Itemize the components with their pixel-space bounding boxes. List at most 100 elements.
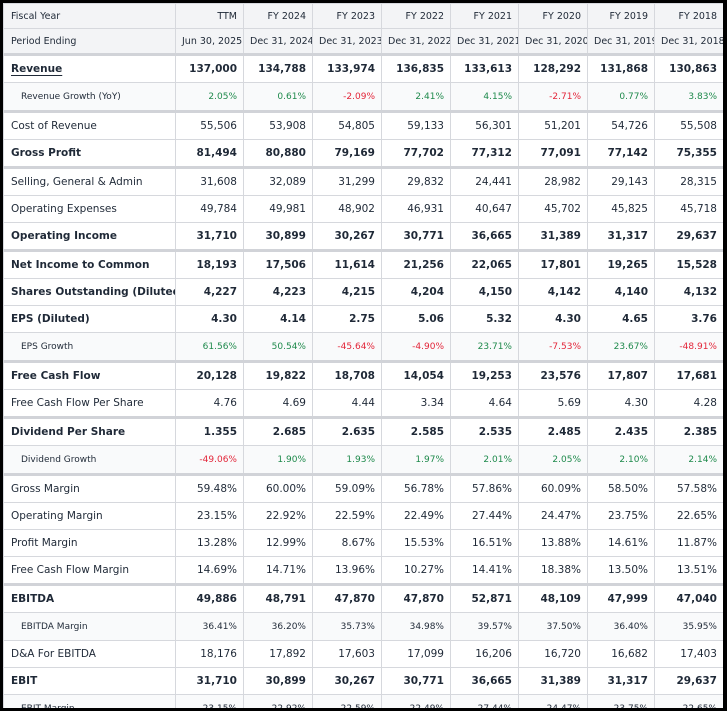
column-header-fiscal-year[interactable]: FY 2018 (654, 3, 723, 29)
table-cell: 23.15% (175, 694, 244, 708)
financials-table-container: Fiscal Year TTM FY 2024 FY 2023 FY 2022 FY 20… (3, 3, 723, 708)
table-cell: 2.41% (381, 82, 451, 112)
table-row: Free Cash Flow Margin 14.69% 14.71% 13.96% 1… (3, 556, 723, 585)
table-cell: 12.99% (243, 529, 313, 557)
table-cell: 4.28 (654, 389, 723, 418)
row-label-text: Revenue Growth (YoY) (21, 91, 121, 102)
column-header-fiscal-year[interactable]: TTM (175, 3, 244, 29)
table-cell: 0.61% (243, 82, 313, 112)
table-cell: 4.44 (312, 389, 382, 418)
table-cell: 48,109 (518, 583, 588, 613)
table-cell: 4.30 (587, 389, 655, 418)
table-cell: 4.30 (518, 305, 588, 333)
column-header-fiscal-year[interactable]: FY 2020 (518, 3, 588, 29)
table-cell: 18,176 (175, 640, 244, 668)
table-cell: -7.53% (518, 332, 588, 362)
table-cell: 35.95% (654, 612, 723, 641)
table-row: Operating Margin 23.15% 22.92% 22.59% 22.49%… (3, 502, 723, 530)
table-cell: 2.05% (175, 82, 244, 112)
row-label: Cost of Revenue (3, 110, 176, 140)
row-label-text: Net Income to Common (11, 259, 150, 271)
row-label-text: D&A For EBITDA (11, 648, 96, 660)
row-label-text: Dividend Growth (21, 454, 97, 465)
table-cell: 39.57% (450, 612, 519, 641)
table-cell: 29,832 (381, 166, 451, 196)
row-label: Dividend Per Share (3, 416, 176, 446)
row-label: Gross Margin (3, 473, 176, 503)
row-label: EBIT (3, 667, 176, 695)
row-label: D&A For EBITDA (3, 640, 176, 668)
table-cell: 53,908 (243, 110, 313, 140)
row-label-link[interactable]: Revenue (11, 63, 63, 75)
row-label-text: EBIT Margin (21, 704, 75, 709)
table-cell: -2.71% (518, 82, 588, 112)
row-label-text: EBITDA Margin (21, 621, 88, 632)
table-cell: -48.91% (654, 332, 723, 362)
table-cell: 17,681 (654, 360, 723, 390)
table-cell: 77,312 (450, 139, 519, 168)
column-header-fiscal-year[interactable]: FY 2021 (450, 3, 519, 29)
table-cell: 23.15% (175, 502, 244, 530)
table-cell: 22.59% (312, 502, 382, 530)
table-row: EPS (Diluted) 4.30 4.14 2.75 5.06 5.32 4.30 4.6… (3, 305, 723, 333)
table-cell: 4.65 (587, 305, 655, 333)
column-header-fiscal-year[interactable]: FY 2019 (587, 3, 655, 29)
table-cell: 3.34 (381, 389, 451, 418)
table-row: Gross Margin 59.48% 60.00% 59.09% 56.78% 57.8… (3, 473, 723, 503)
row-label-text: Operating Income (11, 230, 117, 242)
table-cell: 37.50% (518, 612, 588, 641)
row-label: Net Income to Common (3, 249, 176, 279)
row-label-text: Operating Margin (11, 510, 103, 522)
table-cell: 22.59% (312, 694, 382, 708)
table-cell: 17,807 (587, 360, 655, 390)
table-cell: 14.41% (450, 556, 519, 585)
row-label: Dividend Growth (3, 445, 176, 475)
table-cell: 46,931 (381, 195, 451, 223)
table-cell: 1.90% (243, 445, 313, 475)
table-cell: 13.28% (175, 529, 244, 557)
table-cell: 18.38% (518, 556, 588, 585)
table-row: Net Income to Common 18,193 17,506 11,614 21… (3, 249, 723, 279)
column-header-period-ending: Jun 30, 2025 (175, 28, 244, 56)
row-label[interactable]: Revenue (3, 53, 176, 83)
table-cell: 56.78% (381, 473, 451, 503)
row-label-text: Profit Margin (11, 537, 78, 549)
table-cell: 2.635 (312, 416, 382, 446)
table-cell: 49,981 (243, 195, 313, 223)
table-cell: 28,982 (518, 166, 588, 196)
table-cell: 45,825 (587, 195, 655, 223)
table-cell: 52,871 (450, 583, 519, 613)
row-label-text: EBIT (11, 675, 38, 687)
column-header-period-ending: Dec 31, 2021 (450, 28, 519, 56)
table-row: Selling, General & Admin 31,608 32,089 31,2… (3, 166, 723, 196)
table-cell: 34.98% (381, 612, 451, 641)
row-label-text: Free Cash Flow (11, 370, 101, 382)
table-cell: 30,899 (243, 222, 313, 251)
table-cell: 49,784 (175, 195, 244, 223)
table-cell: 24,441 (450, 166, 519, 196)
table-cell: 81,494 (175, 139, 244, 168)
column-header-fiscal-year[interactable]: FY 2023 (312, 3, 382, 29)
table-cell: 60.09% (518, 473, 588, 503)
column-header-fiscal-year[interactable]: FY 2022 (381, 3, 451, 29)
table-row: EPS Growth 61.56% 50.54% -45.64% -4.90% 23.71… (3, 332, 723, 362)
column-header-fiscal-year[interactable]: FY 2024 (243, 3, 313, 29)
table-cell: 80,880 (243, 139, 313, 168)
table-cell: 130,863 (654, 53, 723, 83)
table-cell: 131,868 (587, 53, 655, 83)
table-cell: -49.06% (175, 445, 244, 475)
table-cell: 36,665 (450, 667, 519, 695)
table-cell: 23,576 (518, 360, 588, 390)
table-cell: 17,506 (243, 249, 313, 279)
table-cell: 31,710 (175, 667, 244, 695)
row-label: Selling, General & Admin (3, 166, 176, 196)
table-cell: 77,702 (381, 139, 451, 168)
table-row: Shares Outstanding (Diluted) 4,227 4,223 4,… (3, 278, 723, 306)
table-cell: 19,253 (450, 360, 519, 390)
column-header-period-ending: Dec 31, 2024 (243, 28, 313, 56)
table-cell: 4.14 (243, 305, 313, 333)
table-cell: 2.10% (587, 445, 655, 475)
table-cell: 31,317 (587, 667, 655, 695)
row-label-text: Selling, General & Admin (11, 176, 143, 188)
table-cell: 45,718 (654, 195, 723, 223)
